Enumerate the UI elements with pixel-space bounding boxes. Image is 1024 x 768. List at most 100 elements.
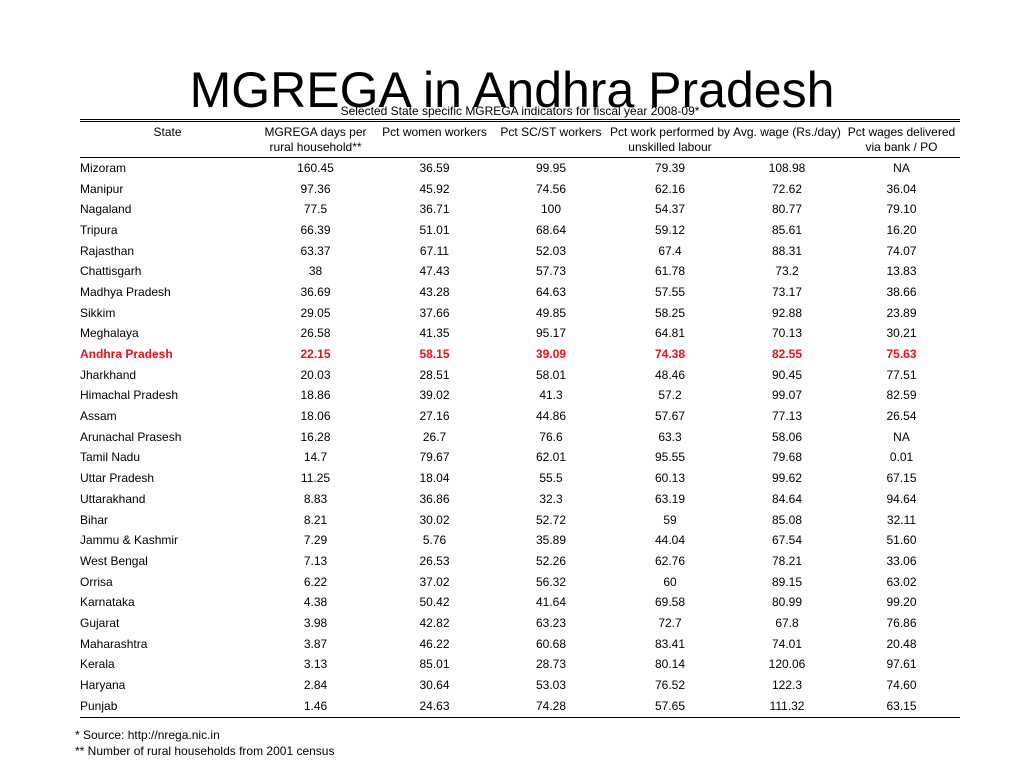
cell-days: 77.5: [303, 202, 328, 217]
cell-sc-st: 63.23: [535, 615, 567, 630]
cell-wage: 122.3: [771, 678, 803, 693]
table-row: Chattisgarh 38 47.43 57.73 61.78 73.2 13.83: [80, 261, 960, 282]
cell-unskilled: 54.37: [654, 202, 686, 217]
table-row: Tripura 66.39 51.01 68.64 59.12 85.61 16.20: [80, 220, 960, 241]
table-row: Arunachal Prasesh 16.28 26.7 76.6 63.3 58.06 N…: [80, 427, 960, 448]
cell-wage: 74.01: [771, 636, 803, 651]
cell-days: 3.98: [303, 615, 328, 630]
column-header-pct-unskilled: Pct work performed by unskilled labour: [609, 120, 731, 158]
cell-unskilled: 44.04: [654, 533, 686, 548]
cell-women: 30.02: [419, 512, 450, 527]
cell-wage: 67.54: [771, 533, 803, 548]
cell-bank-po: 38.66: [886, 284, 917, 299]
cell-bank-po: 94.64: [886, 491, 917, 506]
table-row: Maharashtra 3.87 46.22 60.68 83.41 74.01 20.48: [80, 634, 960, 655]
cell-state: Punjab: [80, 695, 255, 718]
cell-sc-st: 95.17: [535, 326, 567, 341]
cell-women: 39.02: [419, 388, 450, 403]
cell-days: 26.58: [300, 326, 331, 341]
cell-women: 43.28: [419, 284, 450, 299]
cell-unskilled: 67.4: [658, 243, 682, 258]
cell-bank-po: 99.20: [886, 595, 917, 610]
indicators-table: State MGREGA days per rural household** …: [80, 119, 960, 718]
cell-unskilled: 74.38: [654, 347, 686, 362]
cell-state: Chattisgarh: [80, 264, 142, 279]
cell-sc-st: 58.01: [535, 367, 567, 382]
cell-bank-po: 16.20: [886, 222, 917, 237]
cell-women: 37.02: [419, 574, 450, 589]
cell-unskilled: 57.2: [658, 388, 682, 403]
cell-wage: 73.17: [771, 284, 803, 299]
cell-unskilled: 60.13: [654, 471, 686, 486]
cell-days: 1.46: [255, 695, 376, 718]
table-row: Orrisa 6.22 37.02 56.32 60 89.15 63.02: [80, 572, 960, 593]
table-row: Punjab 1.46 24.63 74.28 57.65 111.32 63.15: [80, 695, 960, 718]
cell-days: 6.22: [303, 574, 328, 589]
cell-state: Bihar: [80, 512, 109, 527]
cell-sc-st: 57.73: [535, 264, 567, 279]
cell-days: 18.06: [300, 409, 331, 424]
cell-wage: 58.06: [771, 429, 803, 444]
cell-bank-po: 74.07: [886, 243, 917, 258]
cell-wage: 67.8: [775, 615, 799, 630]
cell-state: Kerala: [80, 657, 115, 672]
cell-bank-po: 74.60: [886, 678, 917, 693]
cell-days: 4.38: [303, 595, 328, 610]
cell-state: Tamil Nadu: [80, 450, 141, 465]
table-header: State MGREGA days per rural household** …: [80, 120, 960, 158]
cell-women: 45.92: [419, 181, 450, 196]
cell-wage: 99.07: [771, 388, 803, 403]
table-row: Rajasthan 63.37 67.11 52.03 67.4 88.31 74.07: [80, 241, 960, 262]
cell-wage: 108.98: [768, 160, 806, 175]
cell-bank-po: 79.10: [886, 202, 917, 217]
cell-days: 3.13: [303, 657, 328, 672]
cell-days: 20.03: [300, 367, 331, 382]
cell-state: Jharkhand: [80, 367, 137, 382]
cell-sc-st: 60.68: [535, 636, 567, 651]
cell-sc-st: 62.01: [535, 450, 567, 465]
cell-bank-po: 76.86: [886, 615, 917, 630]
cell-unskilled: 59.12: [654, 222, 686, 237]
cell-unskilled: 76.52: [654, 678, 686, 693]
cell-unskilled: 79.39: [654, 160, 686, 175]
cell-sc-st: 52.72: [535, 512, 567, 527]
table-row: Jharkhand 20.03 28.51 58.01 48.46 90.45 77.51: [80, 365, 960, 386]
cell-state: Andhra Pradesh: [80, 347, 173, 362]
table-row: Jammu & Kashmir 7.29 5.76 35.89 44.04 67.54 51…: [80, 530, 960, 551]
cell-sc-st: 56.32: [535, 574, 567, 589]
table-row: Madhya Pradesh 36.69 43.28 64.63 57.55 73.17 3…: [80, 282, 960, 303]
cell-wage: 99.62: [771, 471, 803, 486]
cell-state: Jammu & Kashmir: [80, 533, 179, 548]
cell-women: 85.01: [419, 657, 450, 672]
cell-unskilled: 57.67: [654, 409, 686, 424]
cell-sc-st: 39.09: [535, 347, 567, 362]
cell-unskilled: 58.25: [654, 305, 686, 320]
cell-unskilled: 57.65: [609, 695, 731, 718]
table-row: Tamil Nadu 14.7 79.67 62.01 95.55 79.68 0.01: [80, 448, 960, 469]
cell-state: Gujarat: [80, 615, 120, 630]
cell-women: 27.16: [419, 409, 450, 424]
cell-wage: 78.21: [771, 553, 803, 568]
cell-bank-po: 75.63: [886, 347, 917, 362]
cell-state: Tripura: [80, 222, 118, 237]
cell-sc-st: 53.03: [535, 678, 567, 693]
cell-unskilled: 62.16: [654, 181, 686, 196]
cell-women: 37.66: [419, 305, 450, 320]
cell-wage: 120.06: [768, 657, 806, 672]
cell-bank-po: 67.15: [886, 471, 917, 486]
table-row: Andhra Pradesh 22.15 58.15 39.09 74.38 82.55 7…: [80, 344, 960, 365]
cell-unskilled: 59: [663, 512, 677, 527]
cell-sc-st: 32.3: [539, 491, 563, 506]
footnotes: * Source: http://nrega.nic.in ** Number …: [75, 727, 334, 759]
column-header-pct-women: Pct women workers: [376, 120, 493, 158]
table-row: Nagaland 77.5 36.71 100 54.37 80.77 79.10: [80, 199, 960, 220]
indicators-table-container: State MGREGA days per rural household** …: [80, 119, 960, 718]
cell-wage: 111.32: [731, 695, 843, 718]
cell-bank-po: 30.21: [886, 326, 917, 341]
cell-wage: 80.77: [771, 202, 803, 217]
page-title: MGREGA in Andhra Pradesh: [189, 61, 835, 118]
cell-state: Manipur: [80, 181, 124, 196]
cell-days: 14.7: [303, 450, 328, 465]
table-body: Mizoram 160.45 36.59 99.95 79.39 108.98 NA Mani…: [80, 158, 960, 718]
cell-sc-st: 41.64: [535, 595, 567, 610]
